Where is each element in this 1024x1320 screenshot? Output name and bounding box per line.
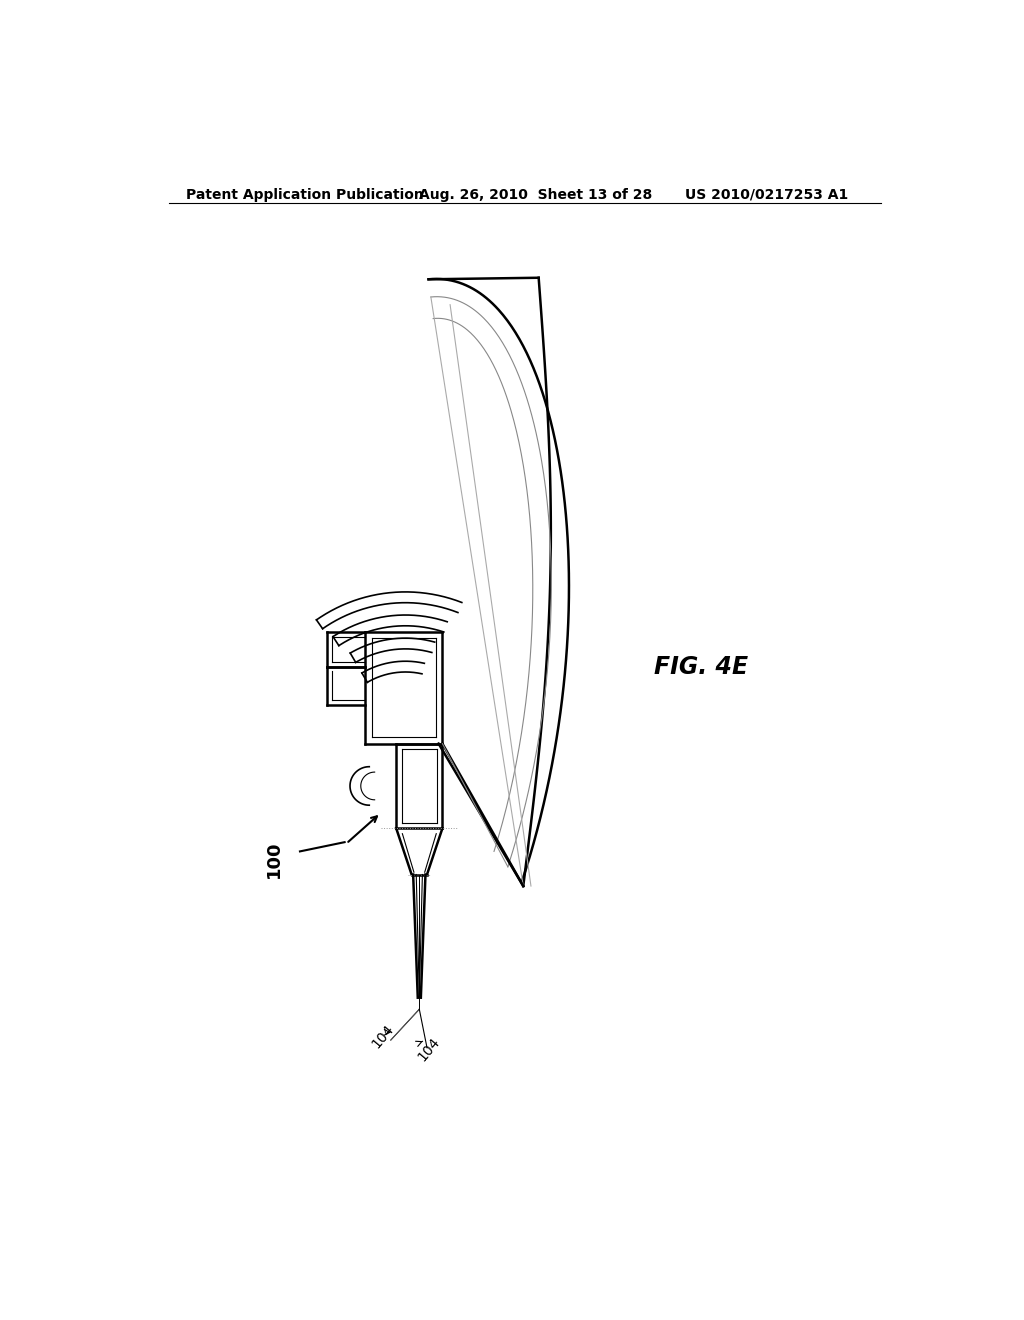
Text: 104: 104 xyxy=(416,1035,443,1064)
Text: Patent Application Publication: Patent Application Publication xyxy=(186,187,424,202)
Text: Aug. 26, 2010  Sheet 13 of 28: Aug. 26, 2010 Sheet 13 of 28 xyxy=(419,187,652,202)
Text: 104: 104 xyxy=(370,1022,397,1051)
Text: 100: 100 xyxy=(265,841,284,878)
Text: US 2010/0217253 A1: US 2010/0217253 A1 xyxy=(685,187,848,202)
Text: FIG. 4E: FIG. 4E xyxy=(654,655,749,678)
